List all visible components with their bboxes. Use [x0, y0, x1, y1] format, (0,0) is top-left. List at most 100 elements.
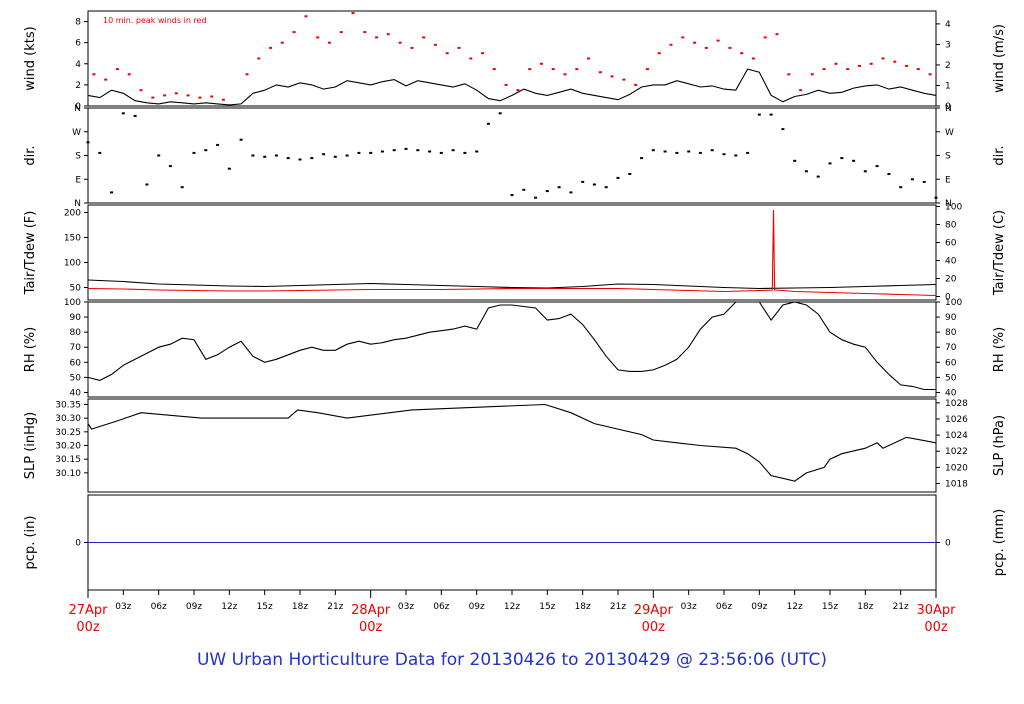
left-tick-label-slp: 30.10 — [55, 469, 81, 479]
right-tick-label-dir: E — [945, 175, 951, 185]
series-point-dir — [486, 122, 490, 125]
day-label-time: 00z — [924, 620, 948, 635]
left-tick-label-pcp: 0 — [75, 539, 81, 549]
ylabel-left-temp: Tair/Tdew (F) — [23, 211, 38, 296]
series-point-dir — [192, 151, 196, 154]
left-tick-label-wind: 0 — [75, 102, 81, 112]
series-point-dir — [121, 112, 125, 115]
ylabel-left-slp: SLP (inHg) — [23, 412, 38, 480]
left-tick-label-wind: 4 — [75, 60, 81, 70]
left-tick-label-rh: 40 — [70, 388, 82, 398]
right-tick-label-rh: 80 — [945, 328, 957, 338]
left-tick-label-dir: W — [72, 128, 81, 138]
series-point-dir — [251, 154, 255, 157]
series-point-wind — [681, 36, 685, 39]
ylabel-left-wind: wind (kts) — [23, 26, 38, 90]
series-line-rh — [87, 301, 936, 391]
time-tick-label: 21z — [327, 602, 343, 612]
series-point-wind — [410, 46, 414, 49]
right-tick-label-pcp: 0 — [945, 539, 951, 549]
panel-frame-slp — [87, 398, 937, 493]
right-tick-label-wind: 3 — [945, 40, 951, 50]
series-point-wind — [657, 52, 661, 55]
series-point-dir — [793, 159, 797, 162]
time-tick-label: 15z — [257, 602, 273, 612]
series-point-wind — [799, 89, 803, 92]
series-point-dir — [816, 175, 820, 178]
series-point-wind — [221, 98, 225, 101]
series-point-wind — [292, 31, 296, 34]
time-tick-label: 09z — [469, 602, 485, 612]
series-point-wind — [398, 41, 402, 44]
series-point-wind — [634, 83, 638, 86]
ylabel-right-slp: SLP (hPa) — [992, 415, 1007, 476]
footer-title: UW Urban Horticulture Data for 20130426 … — [196, 650, 828, 670]
ylabel-right-dir: dir. — [992, 145, 1007, 165]
series-point-wind — [363, 31, 367, 34]
left-tick-label-rh: 60 — [70, 358, 82, 368]
series-point-wind — [257, 57, 261, 60]
right-tick-label-temp: 80 — [945, 221, 957, 231]
series-point-dir — [286, 157, 290, 160]
series-point-wind — [127, 73, 131, 76]
day-label-date: 30Apr — [916, 603, 956, 618]
ylabel-left-rh: RH (%) — [23, 327, 38, 372]
left-tick-label-temp: 50 — [70, 284, 82, 294]
series-point-wind — [763, 36, 767, 39]
right-tick-label-temp: 0 — [945, 293, 951, 303]
series-point-wind — [269, 46, 273, 49]
day-label-time: 00z — [76, 620, 100, 635]
right-tick-label-slp: 1024 — [945, 431, 968, 441]
right-tick-label-slp: 1020 — [945, 463, 968, 473]
time-tick-label: 15z — [539, 602, 555, 612]
right-tick-label-wind: 1 — [945, 82, 951, 92]
right-tick-label-temp: 20 — [945, 275, 957, 285]
series-point-dir — [899, 186, 903, 189]
series-point-dir — [227, 167, 231, 170]
right-tick-label-slp: 1028 — [945, 399, 968, 409]
time-tick-label: 06z — [716, 602, 732, 612]
series-point-wind — [669, 43, 673, 46]
series-point-wind — [645, 68, 649, 71]
series-point-dir — [98, 151, 102, 154]
time-tick-label: 18z — [575, 602, 591, 612]
series-point-wind — [834, 62, 838, 65]
series-point-wind — [822, 68, 826, 71]
series-point-dir — [804, 170, 808, 173]
series-point-dir — [110, 191, 114, 194]
right-tick-label-dir: N — [945, 104, 952, 114]
series-point-dir — [887, 173, 891, 175]
series-point-dir — [746, 151, 750, 154]
series-point-wind — [280, 41, 284, 44]
series-point-dir — [392, 149, 396, 152]
series-point-dir — [734, 154, 738, 157]
time-tick-label: 03z — [115, 602, 131, 612]
left-tick-label-slp: 30.15 — [55, 455, 81, 465]
series-point-dir — [498, 112, 502, 115]
series-point-wind — [610, 75, 614, 78]
series-point-dir — [168, 165, 172, 168]
series-point-wind — [457, 46, 461, 49]
series-point-wind — [445, 52, 449, 55]
series-point-wind — [151, 96, 155, 99]
right-tick-label-wind: 0 — [945, 102, 951, 112]
series-point-dir — [534, 196, 538, 199]
series-point-wind — [375, 36, 379, 39]
ylabel-right-rh: RH (%) — [992, 327, 1007, 372]
left-tick-label-dir: S — [75, 152, 81, 162]
series-point-wind — [587, 57, 591, 60]
right-tick-label-rh: 70 — [945, 343, 957, 353]
series-point-wind — [893, 60, 897, 63]
series-point-wind — [693, 41, 697, 44]
time-tick-label: 09z — [751, 602, 767, 612]
series-point-dir — [828, 162, 832, 165]
series-point-wind — [422, 36, 426, 39]
series-point-dir — [428, 150, 432, 153]
series-point-wind — [728, 46, 732, 49]
left-tick-label-wind: 6 — [75, 39, 81, 49]
ylabel-right-wind: wind (m/s) — [992, 24, 1007, 93]
series-point-dir — [145, 183, 149, 186]
series-point-wind — [810, 73, 814, 76]
